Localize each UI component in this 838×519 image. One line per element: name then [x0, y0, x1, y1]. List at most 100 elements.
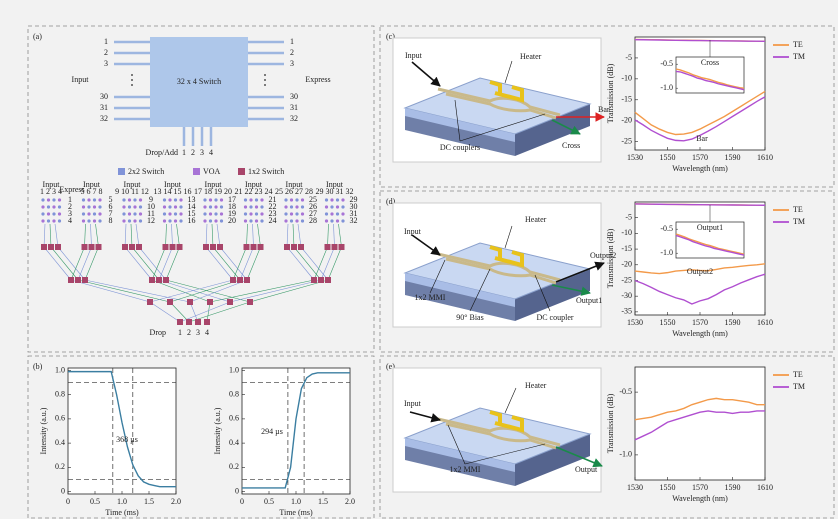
device-label: DC couplers — [440, 143, 480, 152]
label: 32 — [350, 216, 358, 225]
switch-1x2 — [204, 319, 210, 325]
switch-node — [41, 219, 44, 222]
device-label: Output — [575, 465, 598, 474]
legend-label: VOA — [203, 167, 221, 176]
switch-node — [325, 212, 328, 215]
switch-node — [82, 219, 85, 222]
switch-1x2 — [195, 319, 201, 325]
legend-label: TE — [793, 370, 803, 379]
device-label: 90° Bias — [456, 313, 483, 322]
switch-node — [47, 212, 50, 215]
switch-node — [179, 205, 182, 208]
y-tick-label: -25 — [621, 275, 632, 284]
switch-node — [203, 198, 206, 201]
switch-node — [260, 205, 263, 208]
legend-label: TE — [793, 205, 803, 214]
switch-node — [209, 205, 212, 208]
switch-node — [87, 205, 90, 208]
switch-1x2 — [167, 299, 173, 305]
switch-node — [52, 219, 55, 222]
switch-node — [122, 198, 125, 201]
switch-node — [128, 219, 131, 222]
switch-node — [179, 212, 182, 215]
switch-1x2 — [170, 244, 176, 250]
switch-1x2 — [203, 244, 209, 250]
x-tick-label: 1590 — [725, 483, 741, 492]
y-tick-label: 0.2 — [55, 462, 65, 471]
label: 20 — [228, 216, 236, 225]
switch-node — [87, 219, 90, 222]
legend-label: TE — [793, 40, 803, 49]
y-tick-label: 0 — [235, 486, 239, 495]
y-tick-label: -25 — [621, 136, 632, 145]
x-axis-title: Wavelength (nm) — [672, 164, 728, 173]
switch-1x2 — [237, 277, 243, 283]
dot — [264, 79, 266, 81]
switch-1x2 — [311, 277, 317, 283]
inset-y-tick-label: -1.0 — [660, 248, 673, 257]
x-tick-label: 1570 — [692, 153, 708, 162]
label: 21 22 23 24 — [235, 187, 273, 196]
switch-node — [58, 198, 61, 201]
switch-node — [82, 205, 85, 208]
switch-1x2 — [230, 277, 236, 283]
switch-1x2 — [210, 244, 216, 250]
switch-node — [341, 219, 344, 222]
switch-node — [58, 205, 61, 208]
switch-node — [220, 198, 223, 201]
switch-node — [52, 212, 55, 215]
switch-node — [128, 198, 131, 201]
switch-node — [284, 198, 287, 201]
switch-1x2 — [41, 244, 47, 250]
x-tick-label: 1610 — [757, 483, 773, 492]
annotation: 294 µs — [261, 427, 283, 436]
inset-y-tick-label: -0.5 — [660, 224, 673, 233]
device-label: 1x2 MMI — [415, 293, 446, 302]
switch-1x2 — [163, 244, 169, 250]
y-axis-title: Intensity (a.u.) — [39, 407, 48, 454]
switch-node — [220, 212, 223, 215]
legend-label: TM — [793, 217, 805, 226]
switch-node — [336, 212, 339, 215]
x-tick-label: 1550 — [660, 483, 676, 492]
switch-1x2 — [129, 244, 135, 250]
switch-node — [214, 205, 217, 208]
x-axis-title: Wavelength (nm) — [672, 329, 728, 338]
y-tick-label: 0.4 — [229, 438, 239, 447]
switch-node — [93, 219, 96, 222]
switch-node — [133, 198, 136, 201]
switch-1x2 — [89, 244, 95, 250]
switch-1x2 — [284, 244, 290, 250]
plot-area — [635, 202, 765, 315]
switch-node — [41, 212, 44, 215]
label: 1 — [178, 328, 182, 337]
switch-node — [284, 212, 287, 215]
switch-node — [174, 205, 177, 208]
switch-node — [52, 198, 55, 201]
label: 2 — [290, 48, 294, 57]
y-tick-label: -10 — [621, 228, 632, 237]
x-tick-label: 1550 — [660, 153, 676, 162]
x-axis-title: Time (ms) — [105, 508, 139, 517]
switch-1x2 — [318, 277, 324, 283]
x-tick-label: 1.5 — [144, 497, 154, 506]
x-tick-label: 0 — [66, 497, 70, 506]
switch-node — [325, 219, 328, 222]
label: Drop/Add — [146, 148, 178, 157]
dot — [131, 79, 133, 81]
label: 3 — [196, 328, 200, 337]
device-label: Cross — [562, 141, 580, 150]
label: 8 — [109, 216, 113, 225]
plot-area — [242, 368, 350, 494]
annotation: Bar — [696, 134, 708, 143]
switch-1x2 — [163, 277, 169, 283]
switch-1x2 — [207, 299, 213, 305]
switch-node — [174, 198, 177, 201]
switch-1x2 — [291, 244, 297, 250]
switch-node — [249, 198, 252, 201]
switch-node — [168, 198, 171, 201]
x-tick-label: 0.5 — [264, 497, 274, 506]
y-tick-label: -20 — [621, 116, 632, 125]
switch-node — [244, 198, 247, 201]
switch-node — [174, 219, 177, 222]
